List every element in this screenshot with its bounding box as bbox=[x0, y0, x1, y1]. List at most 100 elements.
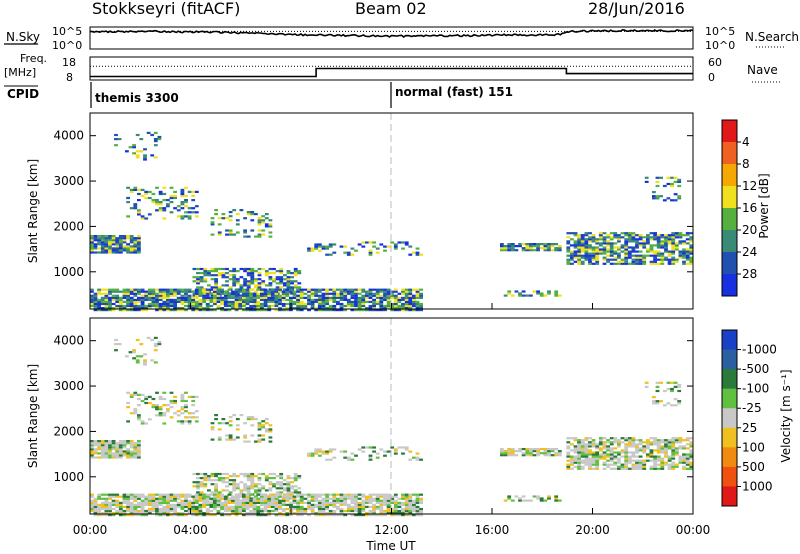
echo-cell bbox=[689, 455, 694, 458]
echo-cell bbox=[187, 499, 192, 502]
echo-cell bbox=[685, 252, 690, 255]
echo-cell bbox=[264, 475, 269, 478]
echo-cell bbox=[375, 300, 380, 303]
echo-cell bbox=[285, 309, 290, 312]
echo-cell bbox=[169, 503, 174, 506]
echo-cell bbox=[689, 463, 694, 466]
echo-cell bbox=[223, 309, 228, 312]
echo-cell bbox=[137, 209, 141, 212]
echo-cell bbox=[267, 514, 272, 517]
echo-cell bbox=[660, 262, 665, 265]
echo-cell bbox=[404, 507, 409, 511]
echo-cell bbox=[606, 445, 610, 448]
echo-cell bbox=[118, 495, 123, 498]
echo-cell bbox=[257, 428, 262, 431]
echo-cell bbox=[176, 414, 181, 417]
echo-cell bbox=[243, 436, 247, 439]
echo-cell bbox=[162, 397, 167, 401]
echo-cell bbox=[169, 298, 174, 301]
echo-cell bbox=[133, 408, 138, 411]
frequency-panel: Freq. [MHz] 18 8 60 0 Nave bbox=[4, 52, 782, 84]
echo-cell bbox=[150, 133, 155, 137]
echo-cell bbox=[408, 294, 413, 297]
echo-cell bbox=[357, 497, 362, 500]
echo-cell bbox=[577, 248, 581, 251]
echo-cell bbox=[278, 493, 282, 496]
echo-cell bbox=[90, 288, 94, 291]
echo-cell bbox=[689, 461, 694, 464]
echo-cell bbox=[631, 437, 636, 440]
echo-cell bbox=[566, 236, 571, 239]
echo-cell bbox=[93, 304, 98, 308]
echo-cell bbox=[133, 503, 138, 506]
echo-cell bbox=[256, 309, 261, 312]
echo-cell bbox=[108, 309, 112, 312]
echo-cell bbox=[191, 304, 196, 308]
echo-cell bbox=[202, 495, 206, 498]
echo-cell bbox=[135, 154, 140, 157]
echo-cell bbox=[144, 512, 149, 515]
echo-cell bbox=[554, 452, 559, 455]
echo-cell bbox=[270, 495, 275, 498]
echo-cell bbox=[274, 309, 279, 312]
colorbar-tick-label: 16 bbox=[742, 201, 757, 215]
echo-cell bbox=[225, 434, 229, 437]
echo-cell bbox=[257, 284, 262, 287]
echo-cell bbox=[235, 436, 240, 439]
echo-cell bbox=[674, 451, 679, 454]
echo-cell bbox=[664, 455, 668, 458]
echo-cell bbox=[137, 192, 141, 196]
echo-cell bbox=[245, 292, 250, 295]
echo-cell bbox=[404, 298, 409, 301]
echo-cell bbox=[588, 256, 592, 259]
echo-cell bbox=[350, 309, 355, 312]
echo-cell bbox=[529, 454, 533, 457]
echo-cell bbox=[155, 406, 159, 409]
echo-cell bbox=[146, 131, 151, 134]
echo-cell bbox=[339, 296, 344, 299]
echo-cell bbox=[609, 447, 614, 450]
echo-cell bbox=[617, 439, 621, 442]
echo-cell bbox=[343, 245, 348, 248]
echo-cell bbox=[137, 290, 141, 293]
echo-cell bbox=[554, 448, 559, 451]
echo-cell bbox=[624, 260, 629, 263]
echo-cell bbox=[184, 205, 188, 208]
echo-cell bbox=[655, 195, 660, 198]
echo-cell bbox=[671, 441, 676, 444]
echo-cell bbox=[503, 294, 508, 297]
echo-cell bbox=[393, 302, 398, 306]
colorbar-tick-label: -500 bbox=[742, 362, 769, 376]
echo-cell bbox=[510, 243, 515, 246]
echo-cell bbox=[678, 240, 683, 243]
echo-cell bbox=[231, 507, 235, 511]
echo-cell bbox=[246, 485, 251, 488]
echo-cell bbox=[525, 249, 530, 252]
echo-cell bbox=[671, 447, 676, 450]
echo-cell bbox=[617, 457, 621, 460]
echo-cell bbox=[264, 422, 269, 425]
echo-cell bbox=[191, 307, 196, 310]
echo-cell bbox=[155, 512, 159, 515]
echo-cell bbox=[638, 242, 643, 245]
echo-cell bbox=[184, 505, 188, 508]
echo-cell bbox=[343, 304, 348, 308]
echo-cell bbox=[210, 499, 215, 502]
echo-cell bbox=[507, 450, 512, 453]
echo-cell bbox=[667, 238, 672, 241]
echo-cell bbox=[279, 272, 284, 275]
echo-cell bbox=[539, 448, 544, 451]
echo-cell bbox=[198, 307, 203, 310]
echo-cell bbox=[97, 452, 101, 455]
echo-cell bbox=[627, 441, 632, 444]
echo-cell bbox=[372, 241, 376, 244]
echo-cell bbox=[678, 250, 683, 253]
echo-cell bbox=[180, 302, 185, 306]
echo-cell bbox=[205, 514, 210, 517]
echo-cell bbox=[293, 267, 298, 271]
echo-cell bbox=[104, 452, 109, 455]
echo-cell bbox=[187, 215, 192, 218]
echo-cell bbox=[602, 463, 607, 466]
echo-cell bbox=[372, 294, 376, 297]
echo-cell bbox=[602, 258, 607, 261]
